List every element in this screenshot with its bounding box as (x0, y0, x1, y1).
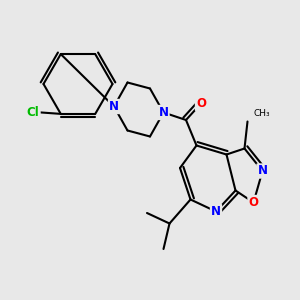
Text: N: N (109, 100, 119, 113)
Text: N: N (158, 106, 169, 119)
Text: O: O (196, 97, 206, 110)
Text: N: N (257, 164, 268, 178)
Text: O: O (248, 196, 259, 209)
Text: N: N (211, 205, 221, 218)
Text: Cl: Cl (27, 106, 40, 119)
Text: CH₃: CH₃ (254, 110, 270, 118)
